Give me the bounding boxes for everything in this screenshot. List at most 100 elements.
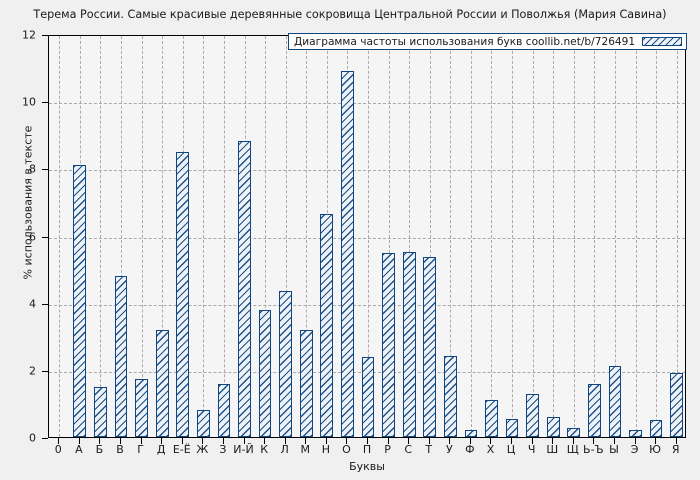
bar-Ь-Ъ [588, 384, 601, 437]
x-tick-mark [78, 438, 80, 444]
bar-Ц [505, 418, 519, 437]
x-tick-label: Б [95, 443, 104, 456]
y-gridline [49, 304, 685, 306]
bar-Ч [526, 394, 539, 437]
bar-К [258, 310, 272, 437]
x-tick-mark [140, 438, 142, 444]
bar-Ю [649, 420, 663, 437]
bar-П [361, 357, 375, 437]
x-tick-label: Е-Ё [172, 443, 191, 456]
bar-Ж [196, 410, 210, 437]
y-gridline [49, 237, 685, 239]
x-tick-mark [490, 438, 492, 444]
x-tick-mark [511, 438, 513, 444]
x-tick-mark [593, 438, 595, 444]
x-gridline [656, 36, 658, 437]
y-tick-label: 0 [29, 431, 36, 445]
x-gridline [512, 36, 514, 437]
bar-Т [423, 257, 437, 437]
x-gridline [285, 36, 287, 437]
bar-Ы [608, 366, 622, 437]
x-gridline [676, 36, 678, 437]
bar-Ф [464, 430, 478, 437]
bar-Г [135, 379, 148, 437]
plot-area [48, 35, 686, 438]
x-gridline [203, 36, 205, 437]
x-tick-label: С [404, 443, 412, 456]
x-gridline [59, 36, 61, 437]
bar-У [443, 356, 457, 437]
x-tick-label: В [116, 443, 124, 456]
x-tick-label: Ф [465, 443, 475, 456]
x-gridline [450, 36, 452, 437]
x-tick-mark [243, 438, 245, 444]
x-tick-mark [202, 438, 204, 444]
x-gridline [162, 36, 164, 437]
legend-label: Диаграмма частоты использования букв coo… [294, 35, 636, 48]
x-tick-mark [572, 438, 574, 444]
bar-Б [94, 387, 107, 437]
x-gridline [265, 36, 267, 437]
bar-Я [670, 373, 684, 437]
x-gridline [614, 36, 616, 437]
x-tick-label: Ы [609, 443, 619, 456]
x-gridline [100, 36, 102, 437]
x-tick-label: Ю [649, 443, 662, 456]
x-tick-mark [655, 438, 657, 444]
y-tick-mark [42, 303, 48, 305]
x-tick-label: О [342, 443, 351, 456]
x-tick-mark [264, 438, 266, 444]
x-gridline [491, 36, 493, 437]
x-tick-label: У [445, 443, 453, 456]
x-tick-mark [675, 438, 677, 444]
y-tick-mark [42, 169, 48, 171]
x-axis-label: Буквы [349, 460, 385, 473]
x-tick-label: Т [425, 443, 433, 456]
bar-С [402, 252, 416, 437]
x-tick-mark [552, 438, 554, 444]
x-tick-mark [222, 438, 224, 444]
bar-Л [279, 290, 293, 437]
y-tick-label: 4 [29, 297, 36, 311]
y-gridline [49, 103, 685, 105]
x-gridline [553, 36, 555, 437]
x-tick-label: Р [384, 443, 391, 456]
bar-Ш [546, 416, 560, 437]
bar-И-Й [238, 141, 251, 437]
x-tick-mark [346, 438, 348, 444]
x-tick-mark [305, 438, 307, 444]
y-tick-mark [42, 370, 48, 372]
y-tick-mark [42, 236, 48, 238]
bar-Е-Ё [176, 151, 190, 437]
y-axis-label: % использования в тексте [21, 125, 35, 280]
x-tick-mark [181, 438, 183, 444]
x-tick-label: З [219, 443, 227, 456]
bar-З [217, 383, 231, 437]
y-tick-mark [42, 438, 48, 439]
x-tick-mark [325, 438, 327, 444]
bar-М [299, 330, 313, 437]
bar-Щ [567, 427, 581, 437]
y-tick-mark [42, 102, 48, 104]
x-gridline [409, 36, 411, 437]
bar-В [114, 275, 128, 437]
x-tick-mark [634, 438, 636, 444]
x-gridline [368, 36, 369, 437]
legend-swatch-icon [642, 37, 683, 46]
x-tick-label: Ж [196, 443, 209, 456]
x-gridline [532, 36, 534, 437]
chart-title: Терема России. Самые красивые деревянные… [33, 8, 667, 21]
x-tick-label: К [260, 443, 268, 456]
chart-legend: Диаграмма частоты использования букв coo… [288, 33, 688, 50]
x-gridline [223, 36, 225, 437]
y-tick-label: 10 [22, 95, 36, 109]
bar-Н [320, 213, 334, 437]
x-gridline [573, 36, 575, 437]
x-tick-label: Г [137, 443, 144, 456]
x-tick-label: П [362, 443, 372, 456]
x-tick-label: 0 [54, 443, 62, 456]
x-tick-mark [161, 438, 163, 444]
x-tick-label: Щ [566, 443, 579, 456]
x-tick-label: А [75, 443, 83, 456]
